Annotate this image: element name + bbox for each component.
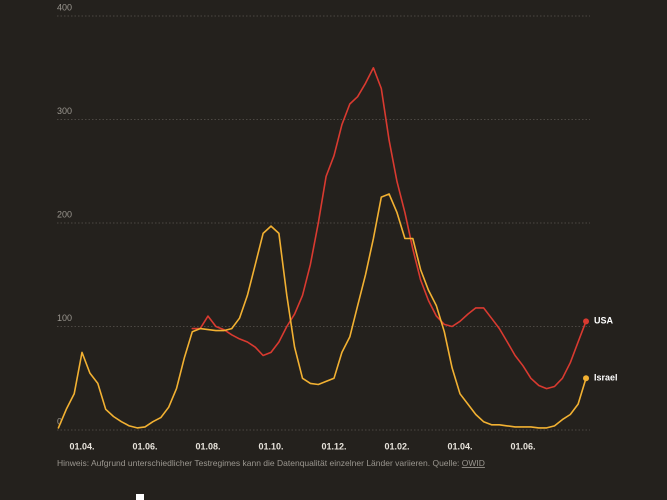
series-label: Israel: [594, 373, 618, 383]
line: [57, 193, 587, 429]
x-tick-label: 01.04.: [70, 441, 95, 451]
note: Hinweis: Aufgrund unterschiedlicher Test…: [57, 458, 462, 468]
x-tick-label: 01.08.: [196, 441, 221, 451]
x-tick-label: 01.04.: [448, 441, 473, 451]
labels: 01.04. 01.06. 01.08. 01.10. 01.12. 01.02. 01.0…: [70, 316, 618, 452]
end-point: [583, 375, 590, 382]
y-tick-label: 300: [57, 106, 72, 116]
line: [191, 67, 587, 390]
y-tick-label: 100: [57, 313, 72, 323]
x-tick-label: 01.02.: [385, 441, 410, 451]
y-tick-label: 200: [57, 209, 72, 219]
y-tick-label: 400: [57, 2, 72, 12]
lines: [57, 67, 590, 429]
y-tick-label: 0: [57, 416, 62, 426]
source-link[interactable]: OWID: [462, 458, 485, 468]
x-tick-label: 01.06.: [133, 441, 158, 451]
grid: 0 100 200 300 400: [57, 2, 590, 431]
end-point: [583, 318, 590, 325]
series-label: USA: [594, 316, 614, 326]
x-tick-label: 01.10.: [259, 441, 284, 451]
icon: [136, 494, 144, 500]
x-tick-label: 01.06.: [511, 441, 536, 451]
x-tick-label: 01.12.: [322, 441, 347, 451]
footnote: Hinweis: Aufgrund unterschiedlicher Test…: [57, 458, 485, 468]
